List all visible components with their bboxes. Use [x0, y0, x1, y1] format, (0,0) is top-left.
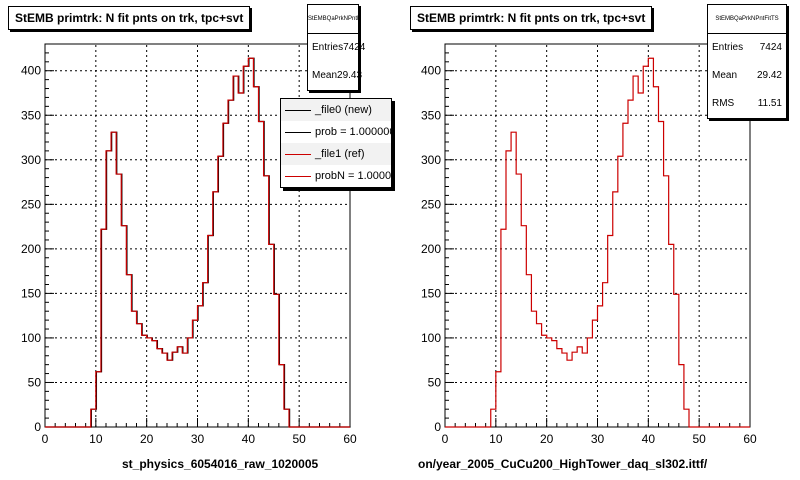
left-x-tick-label: 60 [343, 432, 357, 446]
left-y-tick-label: 350 [21, 108, 41, 122]
right-x-tick-label: 10 [489, 432, 503, 446]
left-entries-label: Entries [312, 42, 344, 53]
right-x-tick-label: 0 [442, 432, 449, 446]
right-rms-label: RMS [712, 98, 735, 109]
right-y-tick-label: 400 [421, 64, 441, 78]
right-entries-label: Entries [712, 42, 744, 53]
right-rms-value: 11.51 [757, 98, 782, 109]
left-stats-box: StEMBQaPrkNPntFitTS Entries 7424 Mean 29… [307, 4, 365, 91]
right-x-tick-label: 50 [692, 432, 706, 446]
left-x-tick-label: 10 [89, 432, 103, 446]
left-y-tick-label: 400 [21, 64, 41, 78]
left-y-tick-label: 50 [28, 375, 42, 389]
legend-swatch [285, 109, 311, 111]
right-chart-title: StEMB primtrk: N fit pnts on trk, tpc+sv… [410, 6, 653, 30]
left-y-tick-label: 300 [21, 153, 41, 167]
left-y-tick-label: 100 [21, 331, 41, 345]
left-x-tick-label: 50 [292, 432, 306, 446]
legend-label: probN = 1.000000 [315, 170, 392, 182]
right-x-tick-label: 20 [540, 432, 554, 446]
right-stats-header: StEMBQaPrkNPntFitTS [708, 5, 786, 34]
right-entries-value: 7424 [759, 42, 782, 53]
legend-label: _file1 (ref) [315, 148, 365, 160]
legend-label: prob = 1.000000 [315, 126, 392, 138]
right-y-tick-label: 150 [421, 286, 441, 300]
right-y-tick-label: 200 [421, 242, 441, 256]
right-y-tick-label: 350 [421, 108, 441, 122]
right-mean-value: 29.42 [756, 70, 782, 81]
right-series-ref [445, 57, 750, 428]
legend-swatch [285, 153, 311, 155]
left-x-axis-label: st_physics_6054016_raw_1020005 [122, 457, 319, 471]
left-entries-value: 7424 [343, 42, 366, 53]
left-series-ref [45, 57, 350, 428]
right-y-tick-label: 300 [421, 153, 441, 167]
legend-entry: probN = 1.000000 [281, 165, 391, 187]
legend-swatch [285, 175, 311, 177]
right-stats-box: StEMBQaPrkNPntFitTS Entries 7424 Mean 29… [707, 4, 787, 119]
right-x-axis-label: on/year_2005_CuCu200_HighTower_daq_sl302… [418, 457, 708, 471]
legend-label: _file0 (new) [315, 104, 372, 116]
right-x-tick-label: 60 [743, 432, 757, 446]
left-y-tick-label: 0 [34, 420, 41, 434]
legend-entry: _file1 (ref) [281, 143, 391, 165]
left-mean-label: Mean [312, 70, 338, 81]
left-x-tick-label: 30 [191, 432, 205, 446]
left-y-tick-label: 150 [21, 286, 41, 300]
right-y-tick-label: 0 [434, 420, 441, 434]
right-x-tick-label: 40 [642, 432, 656, 446]
left-mean-value: 29.43 [337, 70, 363, 81]
right-mean-label: Mean [712, 70, 738, 81]
left-x-tick-label: 20 [140, 432, 154, 446]
left-x-tick-label: 40 [242, 432, 256, 446]
right-y-tick-label: 50 [428, 375, 442, 389]
legend-entry: prob = 1.000000 [281, 121, 391, 143]
legend-entry: _file0 (new) [281, 99, 391, 121]
right-y-tick-label: 250 [421, 197, 441, 211]
left-y-tick-label: 200 [21, 242, 41, 256]
left-y-tick-label: 250 [21, 197, 41, 211]
left-x-tick-label: 0 [42, 432, 49, 446]
left-stats-header: StEMBQaPrkNPntFitTS [308, 5, 358, 34]
left-legend: _file0 (new) prob = 1.000000 _file1 (ref… [280, 98, 392, 188]
left-chart-title: StEMB primtrk: N fit pnts on trk, tpc+sv… [8, 6, 251, 30]
legend-swatch [285, 131, 311, 133]
right-x-tick-label: 30 [591, 432, 605, 446]
right-y-tick-label: 100 [421, 331, 441, 345]
